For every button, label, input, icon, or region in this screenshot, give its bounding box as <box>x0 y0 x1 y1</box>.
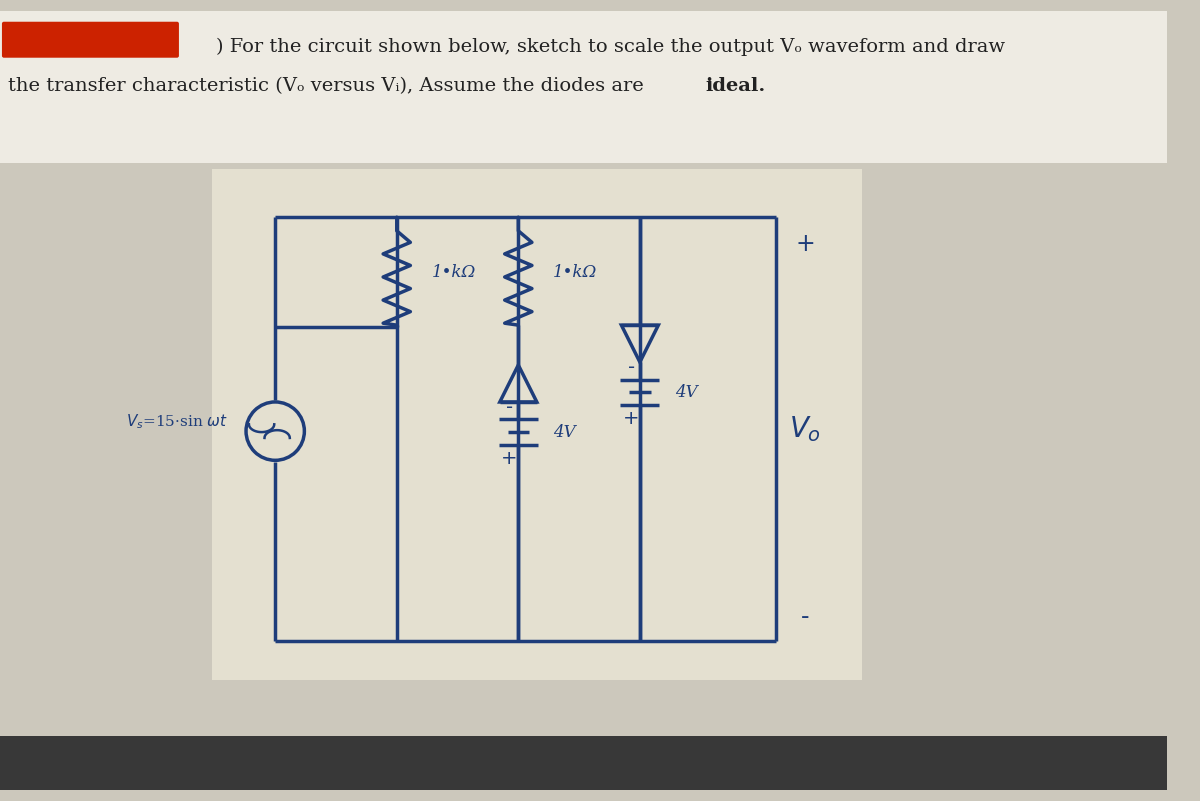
Text: 1•kΩ: 1•kΩ <box>553 264 598 280</box>
Text: ideal.: ideal. <box>706 77 766 95</box>
Text: 1•kΩ: 1•kΩ <box>432 264 476 280</box>
FancyBboxPatch shape <box>212 168 862 680</box>
Text: -: - <box>628 358 635 377</box>
Text: the transfer characteristic (Vₒ versus Vᵢ), Assume the diodes are: the transfer characteristic (Vₒ versus V… <box>7 77 649 95</box>
Text: 4V: 4V <box>553 424 576 441</box>
Text: $V_o$: $V_o$ <box>790 414 821 444</box>
FancyBboxPatch shape <box>0 736 1166 790</box>
Text: +: + <box>796 232 815 256</box>
Text: 4V: 4V <box>674 384 697 400</box>
Text: $V_s$=15·sin $\omega t$: $V_s$=15·sin $\omega t$ <box>126 412 228 431</box>
FancyBboxPatch shape <box>2 22 179 58</box>
Text: ) For the circuit shown below, sketch to scale the output Vₒ waveform and draw: ) For the circuit shown below, sketch to… <box>216 38 1006 56</box>
Text: +: + <box>623 409 640 428</box>
FancyBboxPatch shape <box>0 11 1166 163</box>
Text: -: - <box>506 398 514 417</box>
Text: -: - <box>800 605 810 629</box>
Text: +: + <box>502 449 518 468</box>
